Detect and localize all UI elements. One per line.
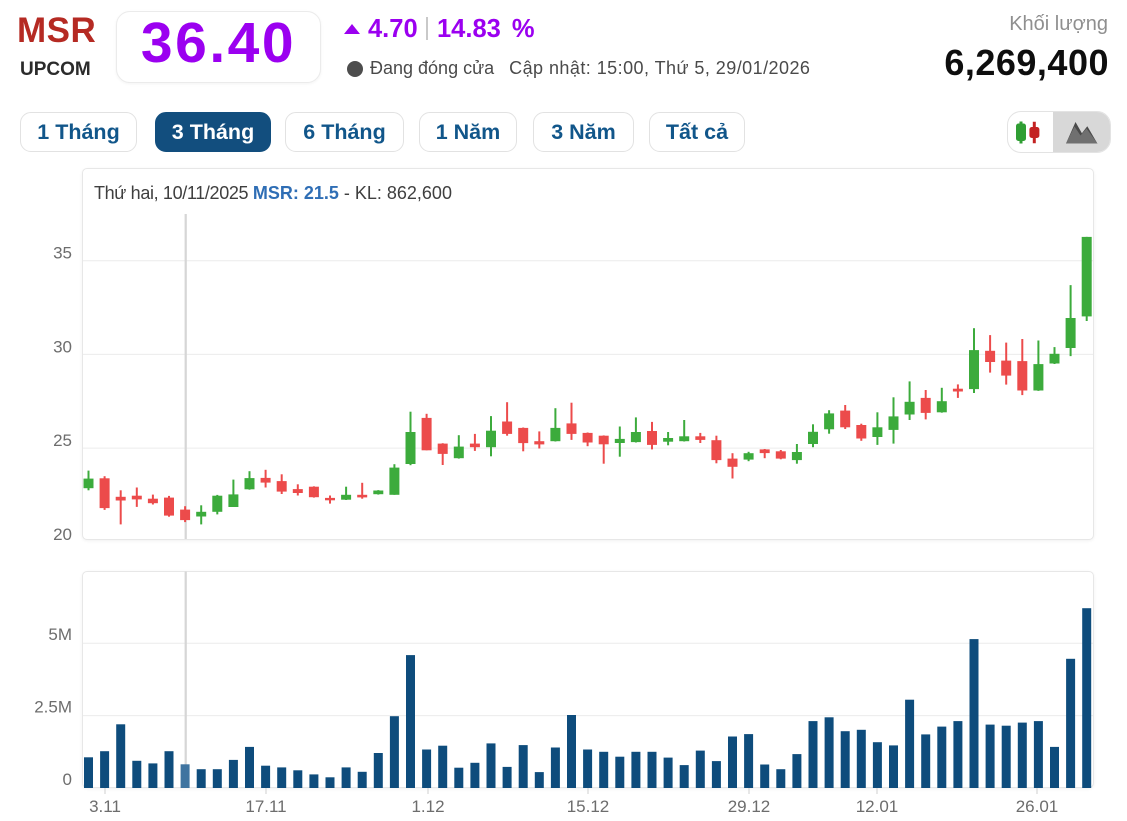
svg-text:5M: 5M bbox=[48, 625, 72, 644]
svg-text:17.11: 17.11 bbox=[245, 797, 286, 816]
svg-text:26.01: 26.01 bbox=[1016, 797, 1059, 816]
svg-text:29.12: 29.12 bbox=[728, 797, 771, 816]
svg-text:20: 20 bbox=[53, 525, 72, 544]
svg-text:1.12: 1.12 bbox=[411, 797, 444, 816]
svg-text:15.12: 15.12 bbox=[567, 797, 610, 816]
svg-text:2.5M: 2.5M bbox=[34, 698, 72, 717]
svg-text:35: 35 bbox=[53, 244, 72, 263]
svg-text:25: 25 bbox=[53, 431, 72, 450]
svg-text:30: 30 bbox=[53, 337, 72, 356]
svg-text:3.11: 3.11 bbox=[89, 797, 121, 816]
svg-text:0: 0 bbox=[63, 770, 72, 789]
svg-text:12.01: 12.01 bbox=[856, 797, 899, 816]
